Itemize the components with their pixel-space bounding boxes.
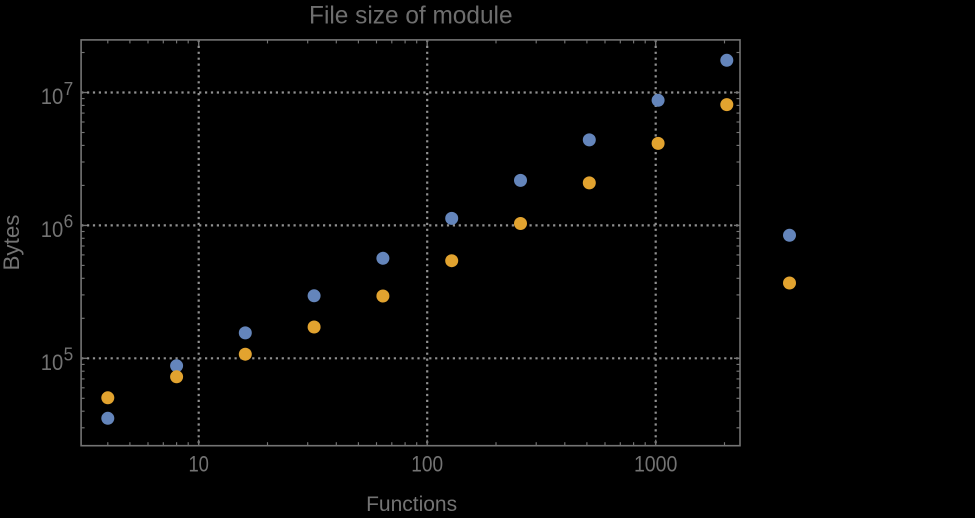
svg-text:5: 5 <box>64 345 74 365</box>
svg-text:6: 6 <box>64 212 74 232</box>
svg-text:7: 7 <box>64 79 74 99</box>
svg-text:10: 10 <box>188 452 209 477</box>
svg-text:File size of module: File size of module <box>309 2 513 30</box>
svg-text:10: 10 <box>41 217 64 242</box>
svg-text:100: 100 <box>411 452 443 477</box>
svg-text:1000: 1000 <box>634 452 678 477</box>
svg-text:10: 10 <box>41 84 64 109</box>
svg-text:10: 10 <box>41 350 64 375</box>
svg-text:Bytes: Bytes <box>0 215 24 271</box>
svg-text:Functions: Functions <box>366 493 457 513</box>
